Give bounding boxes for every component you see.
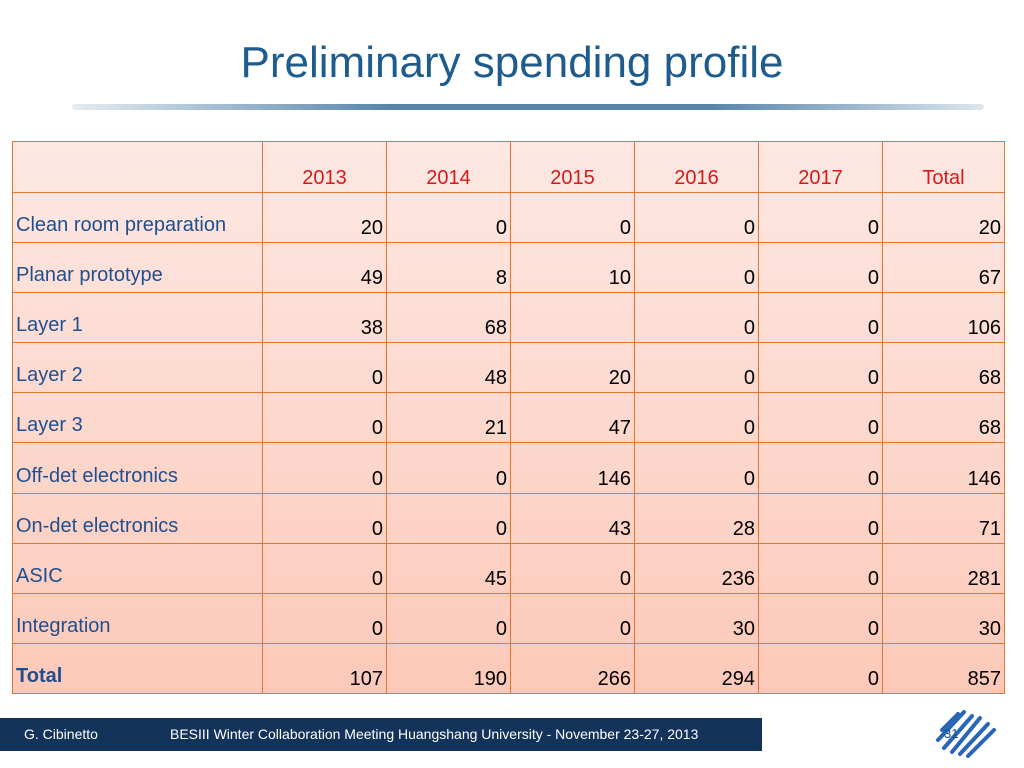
value-cell: 0	[758, 642, 883, 695]
value-cell: 0	[262, 592, 387, 644]
header-cell: 2017	[758, 141, 883, 193]
value-cell: 30	[882, 592, 1005, 644]
value-cell: 71	[882, 492, 1005, 544]
header-cell	[12, 141, 263, 193]
value-cell: 68	[882, 392, 1005, 444]
table-row: Layer 3 0 21 47 0 0 68	[12, 392, 1005, 444]
row-label: Layer 2	[12, 342, 263, 394]
table-row: Layer 1 38 68 0 0 106	[12, 292, 1005, 344]
value-cell: 0	[262, 442, 387, 494]
header-cell: 2015	[510, 141, 635, 193]
value-cell: 857	[882, 642, 1005, 695]
value-cell: 0	[758, 342, 883, 394]
page-number: 31	[944, 726, 959, 741]
value-cell: 0	[634, 191, 759, 244]
value-cell: 49	[262, 242, 387, 294]
value-cell: 266	[510, 642, 635, 695]
value-cell: 0	[758, 242, 883, 294]
table-row: Clean room preparation 20 0 0 0 0 20	[12, 191, 1005, 244]
value-cell: 43	[510, 492, 635, 544]
row-label: On-det electronics	[12, 492, 263, 544]
spending-table-container: 2013 2014 2015 2016 2017 Total Clean roo…	[12, 141, 1005, 695]
row-label: Total	[12, 642, 263, 695]
value-cell: 0	[386, 492, 511, 544]
header-cell: Total	[882, 141, 1005, 193]
value-cell: 0	[386, 592, 511, 644]
value-cell: 0	[634, 242, 759, 294]
title-divider	[72, 104, 984, 110]
table-row: On-det electronics 0 0 43 28 0 71	[12, 492, 1005, 544]
row-label: Off-det electronics	[12, 442, 263, 494]
value-cell: 0	[262, 392, 387, 444]
table-total-row: Total 107 190 266 294 0 857	[12, 642, 1005, 695]
value-cell: 146	[510, 442, 635, 494]
row-label: Planar prototype	[12, 242, 263, 294]
table-row: ASIC 0 45 0 236 0 281	[12, 542, 1005, 594]
value-cell	[510, 292, 635, 344]
row-label: Integration	[12, 592, 263, 644]
value-cell: 0	[758, 392, 883, 444]
value-cell: 38	[262, 292, 387, 344]
table-header-row: 2013 2014 2015 2016 2017 Total	[12, 141, 1005, 193]
value-cell: 0	[758, 442, 883, 494]
value-cell: 21	[386, 392, 511, 444]
value-cell: 236	[634, 542, 759, 594]
value-cell: 8	[386, 242, 511, 294]
value-cell: 0	[634, 442, 759, 494]
table-row: Planar prototype 49 8 10 0 0 67	[12, 242, 1005, 294]
value-cell: 0	[758, 592, 883, 644]
table-row: Off-det electronics 0 0 146 0 0 146	[12, 442, 1005, 494]
value-cell: 20	[262, 191, 387, 244]
row-label: ASIC	[12, 542, 263, 594]
value-cell: 0	[634, 392, 759, 444]
spending-table: 2013 2014 2015 2016 2017 Total Clean roo…	[12, 141, 1005, 695]
besiii-logo-icon	[936, 710, 996, 758]
value-cell: 0	[758, 492, 883, 544]
value-cell: 0	[634, 342, 759, 394]
row-label: Clean room preparation	[12, 191, 263, 244]
value-cell: 190	[386, 642, 511, 695]
table-row: Layer 2 0 48 20 0 0 68	[12, 342, 1005, 394]
value-cell: 106	[882, 292, 1005, 344]
value-cell: 48	[386, 342, 511, 394]
header-cell: 2013	[262, 141, 387, 193]
footer-author: G. Cibinetto	[24, 726, 98, 742]
value-cell: 107	[262, 642, 387, 695]
value-cell: 67	[882, 242, 1005, 294]
value-cell: 30	[634, 592, 759, 644]
value-cell: 0	[386, 442, 511, 494]
value-cell: 0	[510, 542, 635, 594]
value-cell: 20	[882, 191, 1005, 244]
value-cell: 47	[510, 392, 635, 444]
header-cell: 2014	[386, 141, 511, 193]
footer-bar: G. Cibinetto BESIII Winter Collaboration…	[0, 718, 762, 751]
value-cell: 0	[758, 542, 883, 594]
value-cell: 0	[758, 191, 883, 244]
value-cell: 281	[882, 542, 1005, 594]
value-cell: 28	[634, 492, 759, 544]
header-cell: 2016	[634, 141, 759, 193]
value-cell: 0	[510, 191, 635, 244]
value-cell: 0	[262, 542, 387, 594]
value-cell: 0	[262, 492, 387, 544]
slide-title: Preliminary spending profile	[240, 38, 784, 87]
value-cell: 0	[634, 292, 759, 344]
value-cell: 68	[386, 292, 511, 344]
table-row: Integration 0 0 0 30 0 30	[12, 592, 1005, 644]
value-cell: 68	[882, 342, 1005, 394]
value-cell: 0	[758, 292, 883, 344]
value-cell: 10	[510, 242, 635, 294]
value-cell: 45	[386, 542, 511, 594]
row-label: Layer 3	[12, 392, 263, 444]
value-cell: 20	[510, 342, 635, 394]
value-cell: 0	[262, 342, 387, 394]
footer-event: BESIII Winter Collaboration Meeting Huan…	[170, 726, 699, 742]
value-cell: 294	[634, 642, 759, 695]
row-label: Layer 1	[12, 292, 263, 344]
value-cell: 146	[882, 442, 1005, 494]
value-cell: 0	[386, 191, 511, 244]
value-cell: 0	[510, 592, 635, 644]
